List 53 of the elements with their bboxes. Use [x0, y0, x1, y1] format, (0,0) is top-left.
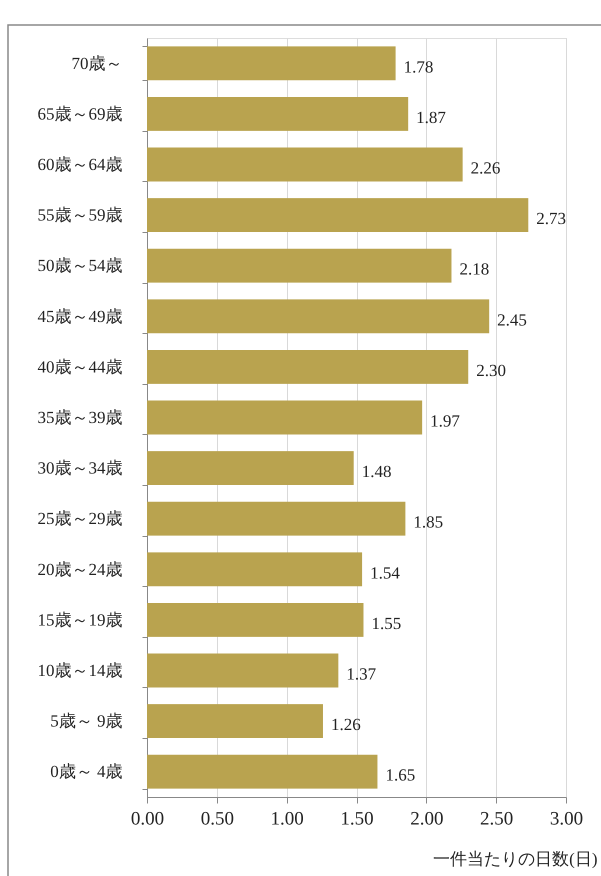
- x-tick-label: 0.50: [200, 808, 234, 830]
- x-tick-label: 1.00: [270, 808, 304, 830]
- data-label: 1.85: [413, 512, 444, 532]
- y-tick-label: 50歳～54歳: [38, 256, 122, 276]
- data-label: 2.30: [476, 360, 506, 380]
- bar: [147, 350, 468, 384]
- y-tick-label: 55歳～59歳: [38, 206, 122, 225]
- bar: [147, 451, 354, 486]
- bar: [147, 602, 364, 637]
- data-label: 1.97: [430, 412, 460, 430]
- y-tick-label: 40歳～44歳: [38, 357, 122, 376]
- bar: [147, 248, 452, 283]
- bar: [147, 400, 422, 434]
- x-tick-label: 0.00: [130, 808, 164, 830]
- bar: [147, 704, 323, 738]
- bar: [147, 96, 408, 131]
- bar: [147, 198, 528, 232]
- bar: [147, 148, 463, 182]
- y-tick-label: 70歳～: [72, 54, 122, 73]
- y-tick-label: 30歳～34歳: [38, 458, 122, 478]
- x-tick-label: 2.50: [480, 808, 514, 830]
- data-label: 1.48: [362, 462, 392, 482]
- y-tick-label: 25歳～29歳: [38, 509, 122, 528]
- data-label: 2.73: [536, 209, 566, 228]
- y-tick-label: 65歳～69歳: [38, 104, 122, 124]
- y-tick-label: 20歳～24歳: [38, 560, 122, 579]
- x-tick-label: 2.00: [410, 808, 444, 830]
- y-tick-label: 0歳～ 4歳: [50, 762, 122, 782]
- x-tick-label: 3.00: [550, 808, 584, 830]
- y-tick-label: 60歳～64歳: [38, 155, 122, 174]
- data-label: 1.65: [385, 766, 416, 785]
- data-label: 1.54: [370, 563, 400, 582]
- data-label: 1.37: [346, 664, 377, 684]
- y-tick-label: 10歳～14歳: [38, 661, 122, 680]
- y-tick-label: 35歳～39歳: [38, 408, 122, 427]
- bar: [147, 552, 362, 586]
- x-axis-title: 一件当たりの日数(日): [433, 850, 598, 868]
- y-tick-label: 45歳～49歳: [38, 306, 122, 326]
- data-label: 2.26: [470, 158, 500, 178]
- bar: [147, 299, 490, 334]
- data-label: 2.18: [459, 260, 490, 279]
- y-tick-label: 15歳～19歳: [38, 610, 122, 630]
- x-tick-label: 1.50: [340, 808, 374, 830]
- data-label: 2.45: [497, 310, 527, 330]
- bar: [147, 46, 396, 80]
- bar: [147, 654, 338, 688]
- bar: [147, 502, 406, 536]
- data-label: 1.78: [404, 57, 434, 76]
- data-label: 1.55: [371, 614, 402, 633]
- data-label: 1.26: [330, 715, 361, 734]
- data-label: 1.87: [416, 108, 446, 127]
- y-tick-label: 5歳～ 9歳: [50, 712, 122, 731]
- bar: [147, 754, 378, 789]
